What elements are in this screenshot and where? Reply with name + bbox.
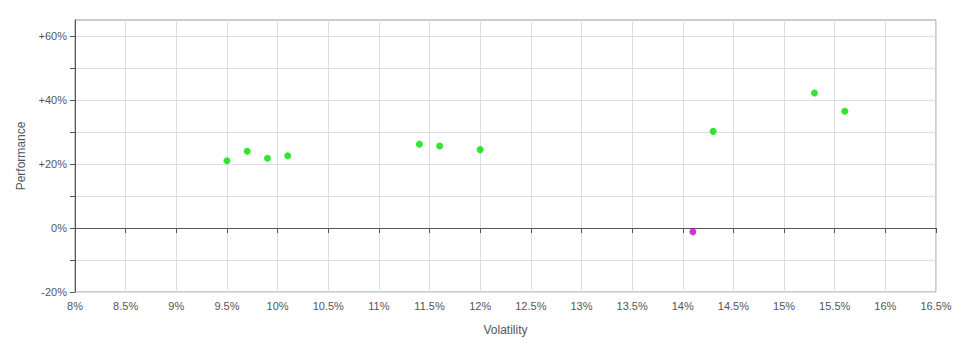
svg-text:+20%: +20% [39,158,68,170]
svg-text:12%: 12% [469,300,491,312]
svg-text:11%: 11% [368,300,389,312]
svg-text:15%: 15% [773,300,795,312]
svg-text:13.5%: 13.5% [617,300,648,312]
svg-text:13%: 13% [570,300,592,312]
svg-text:12.5%: 12.5% [515,300,546,312]
svg-text:Volatility: Volatility [483,323,527,337]
svg-text:9.5%: 9.5% [214,300,239,312]
svg-text:+40%: +40% [39,94,68,106]
svg-text:9%: 9% [168,300,184,312]
svg-text:14%: 14% [672,300,694,312]
svg-text:11.5%: 11.5% [414,300,445,312]
svg-text:8.5%: 8.5% [113,300,138,312]
svg-text:+60%: +60% [39,30,68,42]
svg-text:0%: 0% [51,222,67,234]
svg-text:16.5%: 16.5% [920,300,951,312]
svg-text:10.5%: 10.5% [313,300,344,312]
svg-text:10%: 10% [267,300,289,312]
svg-text:16%: 16% [874,300,896,312]
svg-text:15.5%: 15.5% [819,300,850,312]
svg-text:Performance: Performance [14,121,28,190]
svg-text:8%: 8% [67,300,83,312]
svg-text:-20%: -20% [41,286,67,298]
svg-text:14.5%: 14.5% [718,300,749,312]
